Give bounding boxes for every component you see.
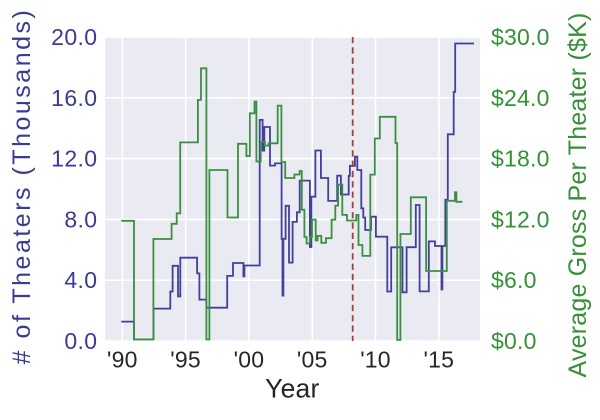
svg-text:$24.0: $24.0 <box>491 85 550 111</box>
svg-text:'10: '10 <box>360 347 391 373</box>
svg-text:$6.0: $6.0 <box>491 267 537 293</box>
svg-text:0.0: 0.0 <box>64 328 97 354</box>
svg-text:$12.0: $12.0 <box>491 206 550 232</box>
svg-text:Year: Year <box>265 374 319 404</box>
svg-text:Average Gross Per Theater ($K): Average Gross Per Theater ($K) <box>564 13 592 378</box>
svg-text:8.0: 8.0 <box>64 206 97 232</box>
svg-text:'95: '95 <box>170 347 201 373</box>
svg-text:12.0: 12.0 <box>51 146 97 172</box>
svg-text:$0.0: $0.0 <box>491 328 537 354</box>
svg-text:'00: '00 <box>234 347 265 373</box>
svg-text:$18.0: $18.0 <box>491 146 550 172</box>
svg-text:'05: '05 <box>297 347 328 373</box>
svg-text:4.0: 4.0 <box>64 267 97 293</box>
svg-text:20.0: 20.0 <box>51 24 97 50</box>
svg-text:$30.0: $30.0 <box>491 24 550 50</box>
svg-text:'15: '15 <box>424 347 455 373</box>
svg-text:16.0: 16.0 <box>51 85 97 111</box>
svg-text:# of Theaters (Thousands): # of Theaters (Thousands) <box>8 8 36 365</box>
svg-text:'90: '90 <box>107 347 138 373</box>
